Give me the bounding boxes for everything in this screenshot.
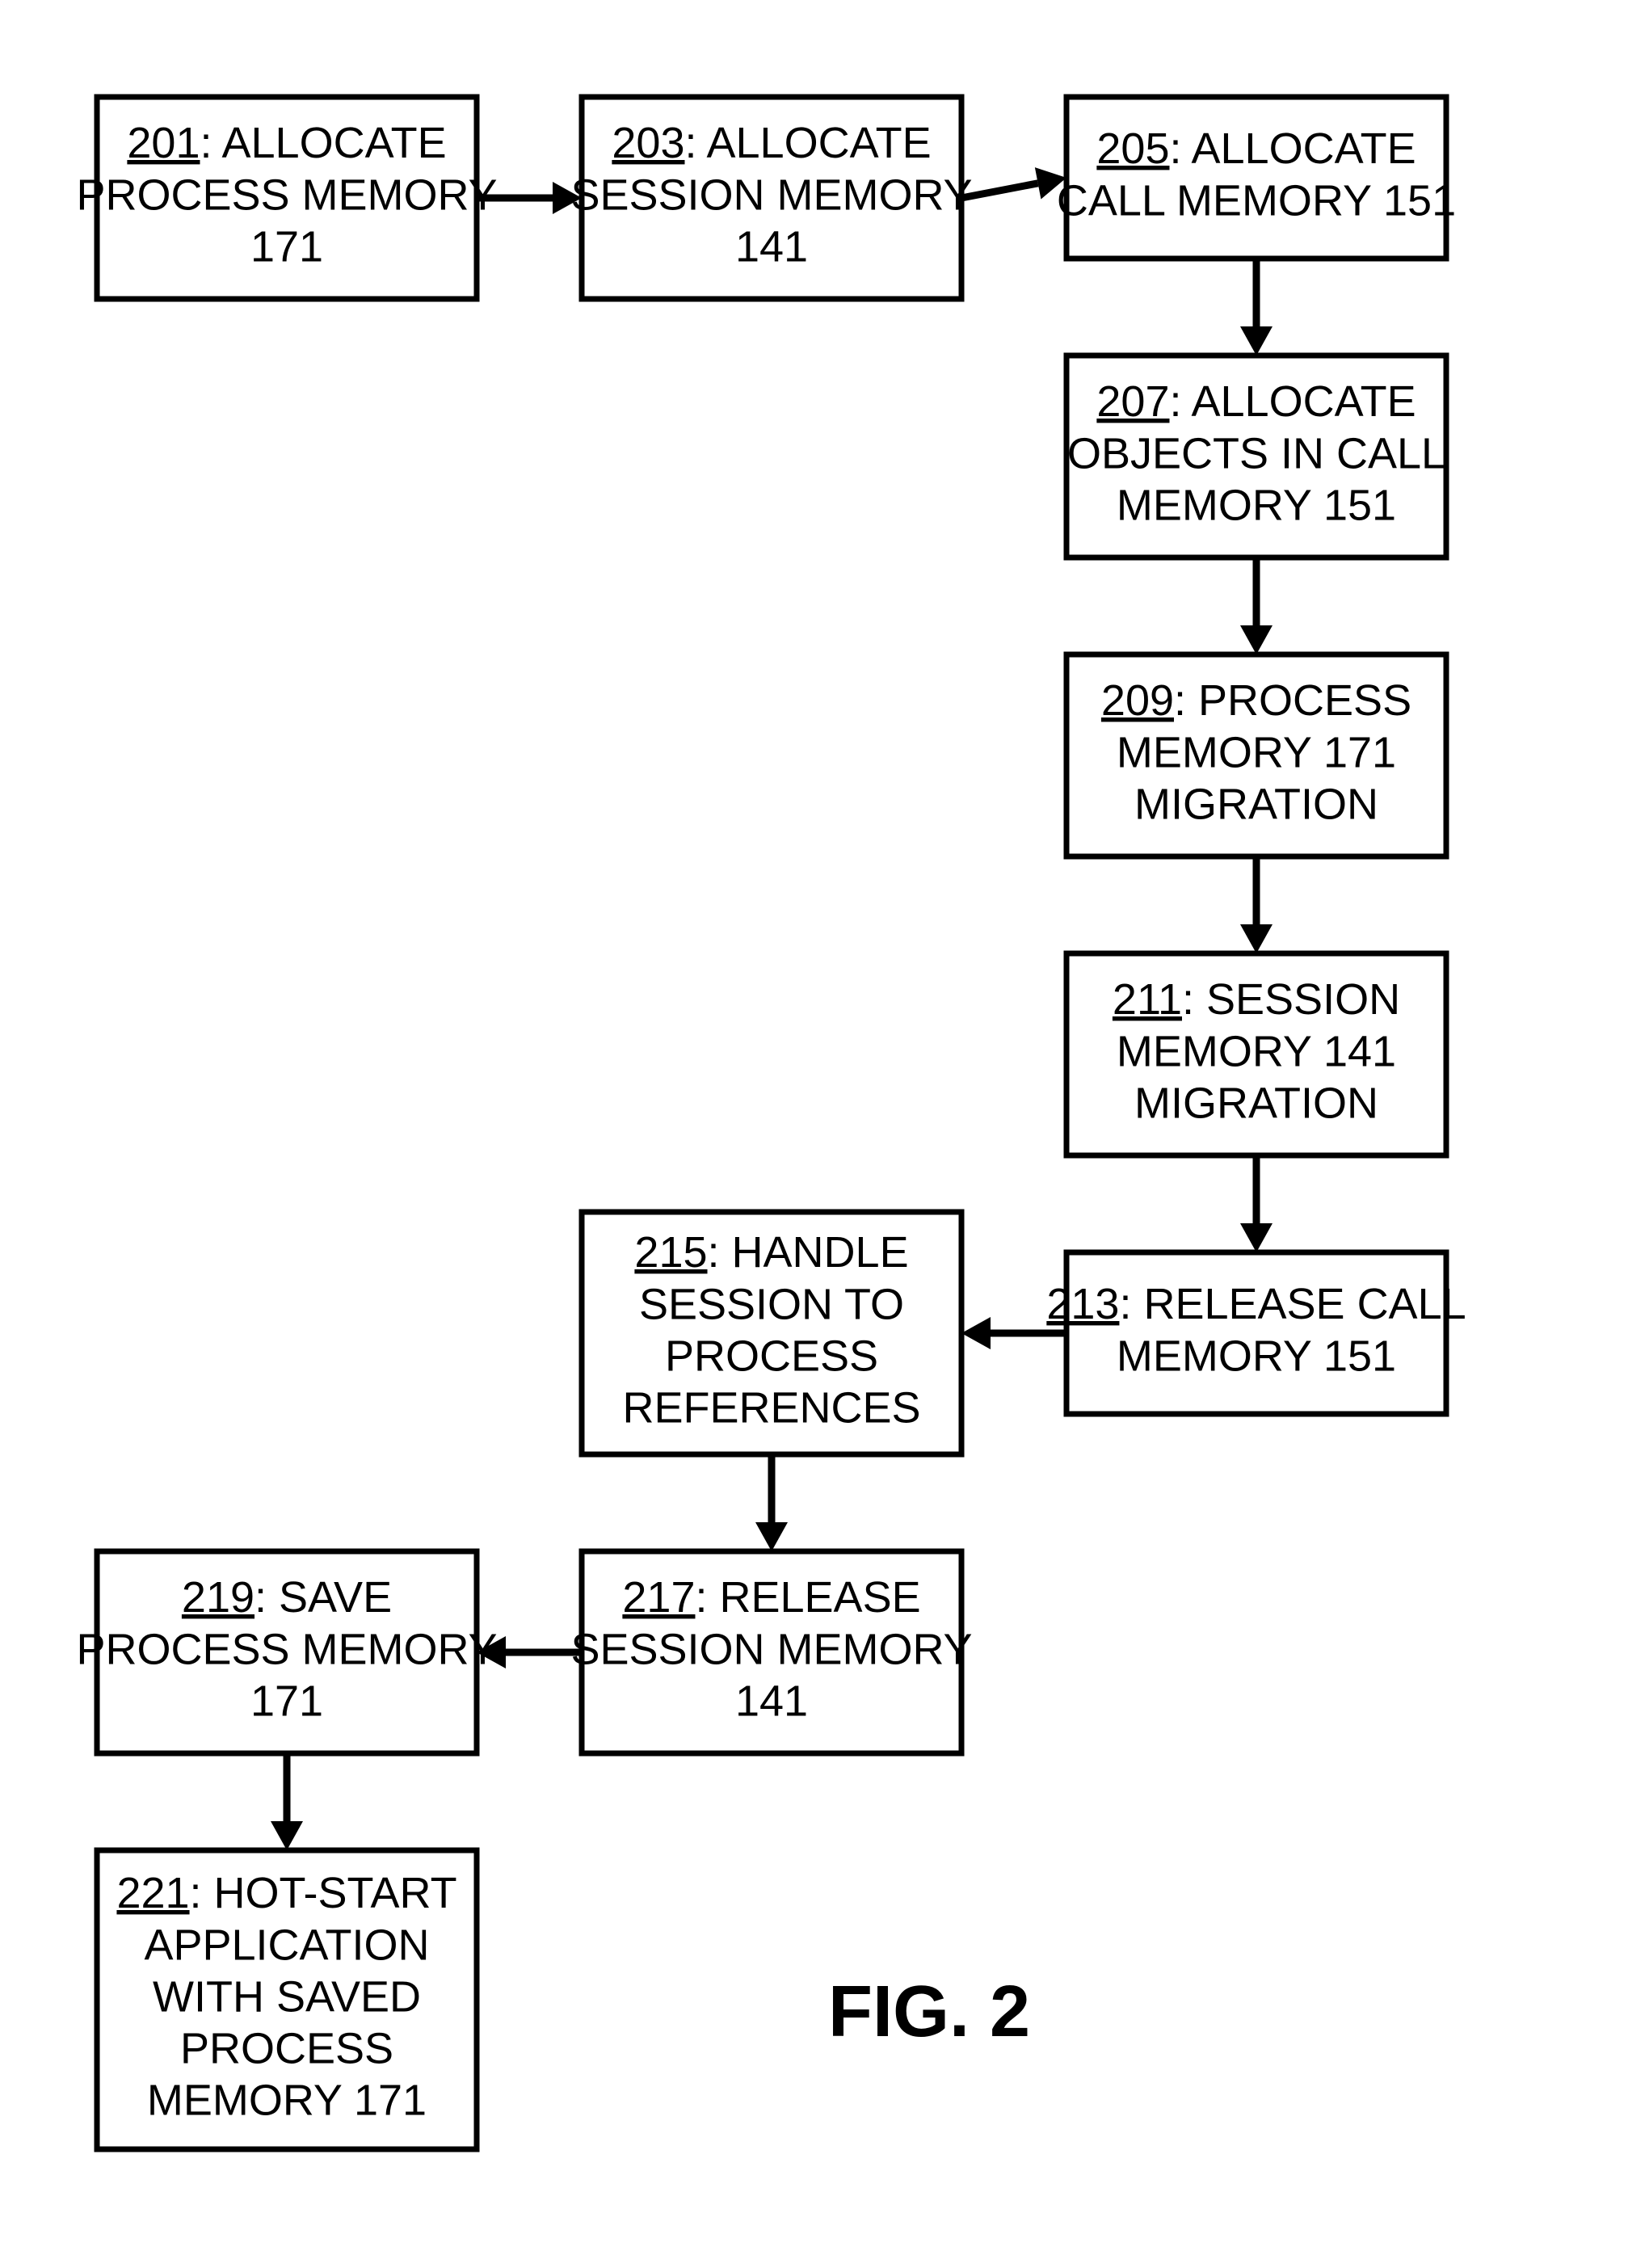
flow-node-207: 207: ALLOCATEOBJECTS IN CALLMEMORY 151 [1066, 356, 1446, 558]
flow-node-line: PROCESS MEMORY [76, 1625, 497, 1673]
flow-node-line: PROCESS [665, 1332, 878, 1380]
flow-node-line: 171 [250, 1677, 323, 1725]
flow-edge [271, 1753, 303, 1850]
flow-node-title: 207: ALLOCATE [1096, 377, 1416, 426]
flowchart-canvas: 201: ALLOCATEPROCESS MEMORY171203: ALLOC… [0, 0, 1628, 2268]
flow-node-title: 213: RELEASE CALL [1046, 1280, 1466, 1328]
flow-node-205: 205: ALLOCATECALL MEMORY 151 [1057, 97, 1456, 259]
flow-node-line: APPLICATION [144, 1921, 429, 1969]
flow-node-221: 221: HOT-STARTAPPLICATIONWITH SAVEDPROCE… [97, 1850, 477, 2149]
flow-node-title: 217: RELEASE [622, 1573, 920, 1622]
arrow-head-icon [961, 1317, 991, 1349]
flow-node-line: PROCESS MEMORY [76, 170, 497, 219]
flow-node-line: CALL MEMORY 151 [1057, 176, 1456, 225]
flow-node-title: 215: HANDLE [634, 1228, 908, 1277]
flow-node-line: MEMORY 151 [1117, 1332, 1396, 1380]
flow-node-line: OBJECTS IN CALL [1067, 429, 1445, 478]
flow-node-line: WITH SAVED [153, 1972, 421, 2021]
flow-node-line: MEMORY 141 [1117, 1027, 1396, 1075]
flow-node-201: 201: ALLOCATEPROCESS MEMORY171 [76, 97, 497, 299]
flow-node-line: MEMORY 171 [147, 2076, 427, 2124]
flow-node-215: 215: HANDLESESSION TOPROCESSREFERENCES [582, 1212, 961, 1454]
flow-node-line: 141 [735, 1677, 808, 1725]
arrow-head-icon [1240, 924, 1273, 953]
flow-node-203: 203: ALLOCATESESSION MEMORY141 [570, 97, 972, 299]
flow-node-line: MIGRATION [1134, 1079, 1378, 1127]
arrow-head-icon [1240, 1223, 1273, 1252]
flow-edge [961, 167, 1066, 199]
arrow-head-icon [755, 1522, 788, 1551]
flow-node-213: 213: RELEASE CALLMEMORY 151 [1046, 1252, 1466, 1414]
arrow-head-icon [1240, 625, 1273, 654]
flow-edge [1240, 259, 1273, 356]
flow-node-title: 211: SESSION [1113, 975, 1400, 1024]
flow-node-line: SESSION MEMORY [570, 1625, 972, 1673]
flow-node-217: 217: RELEASESESSION MEMORY141 [570, 1551, 972, 1753]
flow-edge [1240, 558, 1273, 654]
flow-node-line: 141 [735, 222, 808, 271]
flow-node-line: PROCESS [180, 2024, 393, 2072]
arrow-head-icon [1240, 326, 1273, 356]
flow-edge [1240, 1155, 1273, 1252]
flow-node-line: MEMORY 151 [1117, 481, 1396, 529]
flow-node-title: 209: PROCESS [1101, 676, 1411, 725]
flow-node-219: 219: SAVEPROCESS MEMORY171 [76, 1551, 497, 1753]
flow-node-line: SESSION MEMORY [570, 170, 972, 219]
flow-node-title: 221: HOT-START [116, 1869, 456, 1917]
arrow-head-icon [271, 1821, 303, 1850]
flow-node-line: 171 [250, 222, 323, 271]
figure-label: FIG. 2 [828, 1971, 1030, 2052]
flow-node-line: REFERENCES [622, 1383, 920, 1432]
flow-node-title: 219: SAVE [182, 1573, 392, 1622]
flow-node-title: 205: ALLOCATE [1096, 124, 1416, 173]
flow-edge [1240, 856, 1273, 953]
flow-node-line: MIGRATION [1134, 780, 1378, 828]
flow-edge [755, 1454, 788, 1551]
flow-node-line: SESSION TO [639, 1280, 904, 1328]
flow-node-title: 201: ALLOCATE [127, 119, 446, 167]
flow-node-title: 203: ALLOCATE [612, 119, 931, 167]
flow-node-211: 211: SESSIONMEMORY 141MIGRATION [1066, 953, 1446, 1155]
flow-node-209: 209: PROCESSMEMORY 171MIGRATION [1066, 654, 1446, 856]
flow-edge-line [961, 183, 1038, 198]
flow-node-line: MEMORY 171 [1117, 728, 1396, 776]
